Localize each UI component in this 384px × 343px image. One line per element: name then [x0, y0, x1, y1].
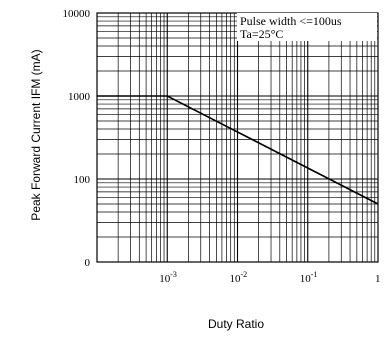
annotation-pulse-width: Pulse width <=100us	[240, 14, 342, 28]
legend-background	[237, 13, 377, 41]
chart-grid	[97, 13, 378, 262]
x-tick-label: 10-2	[230, 270, 248, 285]
x-tick-label: 10-3	[159, 270, 177, 285]
y-tick-label: 100	[74, 174, 91, 186]
series-line	[97, 95, 379, 205]
y-axis-label: Peak Forward Current IFM (mA)	[29, 49, 43, 220]
y-tick-label: 10000	[63, 8, 91, 20]
y-tick-label: 0	[85, 257, 91, 269]
legend-box: Pulse width <=100us Ta=25°C	[237, 13, 377, 41]
x-tick-label: 10-1	[300, 270, 318, 285]
x-tick-labels: 10-3 10-2 10-1 1	[159, 270, 380, 285]
annotation-temperature: Ta=25°C	[240, 27, 283, 41]
y-tick-label: 1000	[68, 91, 91, 103]
x-axis-label: Duty Ratio	[208, 317, 264, 331]
x-tick-label: 1	[375, 273, 381, 285]
